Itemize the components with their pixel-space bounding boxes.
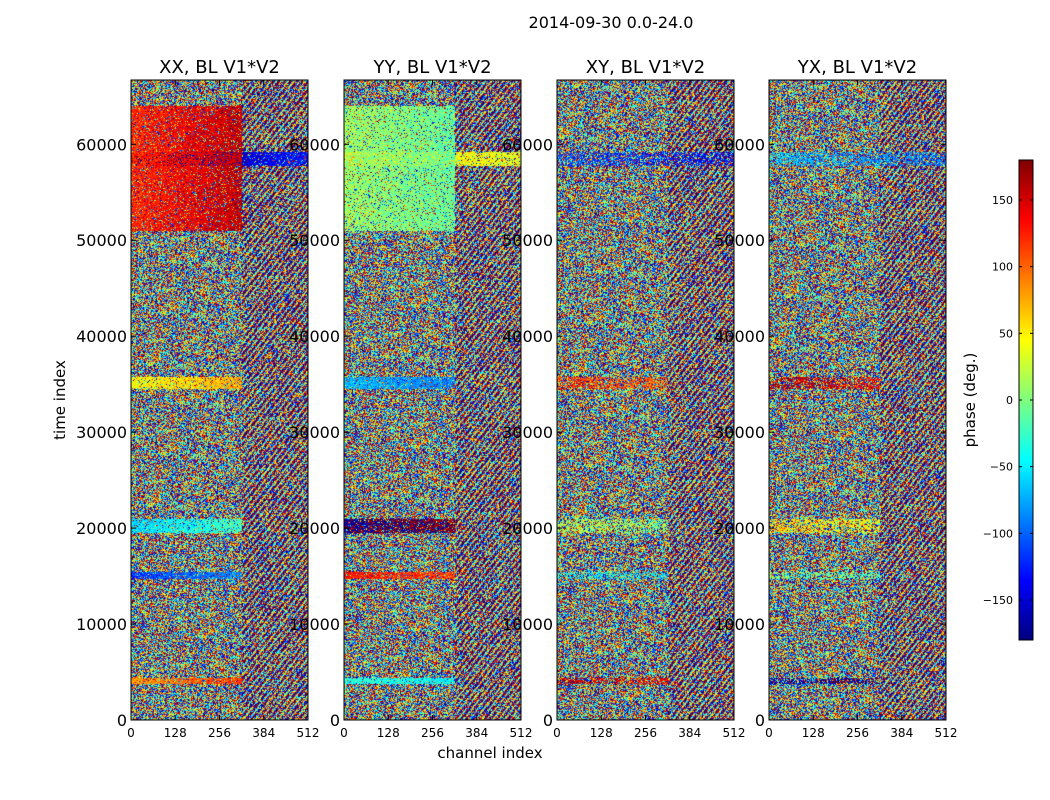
x-tick-label: 128: [802, 726, 825, 740]
y-tick-label: 0: [755, 711, 765, 730]
panel-yx-title: YX, BL V1*V2: [797, 57, 917, 78]
x-tick-label: 512: [510, 726, 533, 740]
y-tick-label: 30000: [76, 423, 127, 442]
colorbar-tick-label: −150: [983, 594, 1013, 607]
y-tick-label: 60000: [76, 135, 127, 154]
x-tick-label: 256: [421, 726, 444, 740]
colorbar-tick-label: 0: [1006, 394, 1013, 407]
x-tick-label: 256: [846, 726, 869, 740]
panel-xx-title: XX, BL V1*V2: [159, 57, 280, 78]
x-tick-label: 128: [590, 726, 613, 740]
y-tick-label: 40000: [289, 327, 340, 346]
panel-yy-title: YY, BL V1*V2: [372, 57, 491, 78]
x-tick-label: 512: [723, 726, 746, 740]
panel-yy: YY, BL V1*V2 0 128 256 384 512 0 10000 20000 3000…: [289, 57, 532, 740]
y-tick-label: 60000: [502, 135, 553, 154]
panel-xy: XY, BL V1*V2 0 128 256 384 512 0 10000 20000 3000…: [502, 57, 745, 740]
x-tick-label: 256: [634, 726, 657, 740]
colorbar-tick-label: 50: [999, 327, 1013, 340]
y-tick-label: 20000: [714, 519, 765, 538]
x-tick-label: 0: [553, 726, 561, 740]
x-tick-label: 384: [678, 726, 701, 740]
y-tick-label: 50000: [502, 231, 553, 250]
x-tick-label: 128: [164, 726, 187, 740]
panel-xy-heatmap: [557, 80, 734, 720]
colorbar-tick-label: −50: [990, 461, 1013, 474]
y-tick-label: 10000: [502, 615, 553, 634]
x-tick-label: 256: [208, 726, 231, 740]
y-tick-label: 0: [117, 711, 127, 730]
y-tick-label: 20000: [76, 519, 127, 538]
y-tick-label: 10000: [714, 615, 765, 634]
panel-xx: XX, BL V1*V2 0 128 256 384 512 0 10000 20000 3000…: [76, 57, 319, 740]
x-tick-label: 384: [252, 726, 275, 740]
x-tick-label: 384: [890, 726, 913, 740]
colorbar: 150 100 50 0 −50 −100 −150 phase (deg.): [961, 159, 1034, 641]
y-tick-label: 30000: [714, 423, 765, 442]
panel-xx-heatmap: [131, 80, 308, 720]
x-tick-label: 128: [377, 726, 400, 740]
y-tick-label: 60000: [289, 135, 340, 154]
x-tick-label: 0: [127, 726, 135, 740]
y-tick-label: 10000: [289, 615, 340, 634]
panel-group: XX, BL V1*V2 0 128 256 384 512 0 10000 20000 3000…: [76, 57, 957, 740]
x-tick-label: 384: [465, 726, 488, 740]
y-tick-label: 50000: [289, 231, 340, 250]
panel-yx-heatmap: [769, 80, 946, 720]
x-axis-label: channel index: [437, 744, 542, 762]
y-tick-label: 0: [330, 711, 340, 730]
y-tick-label: 10000: [76, 615, 127, 634]
colorbar-ticks: 150 100 50 0 −50 −100 −150: [983, 194, 1033, 607]
y-tick-label: 30000: [502, 423, 553, 442]
panel-xy-title: XY, BL V1*V2: [586, 57, 705, 78]
colorbar-tick-label: 150: [992, 194, 1013, 207]
y-tick-label: 40000: [714, 327, 765, 346]
x-tick-label: 512: [297, 726, 320, 740]
figure-suptitle: 2014-09-30 0.0-24.0: [529, 13, 694, 32]
x-tick-label: 0: [340, 726, 348, 740]
y-tick-label: 0: [543, 711, 553, 730]
y-tick-label: 20000: [289, 519, 340, 538]
y-tick-label: 30000: [289, 423, 340, 442]
x-tick-label: 0: [765, 726, 773, 740]
panel-yy-heatmap: [344, 80, 521, 720]
colorbar-tick-label: −100: [983, 527, 1013, 540]
y-tick-label: 60000: [714, 135, 765, 154]
y-tick-label: 50000: [76, 231, 127, 250]
x-tick-label: 512: [935, 726, 958, 740]
y-tick-label: 20000: [502, 519, 553, 538]
y-tick-label: 40000: [76, 327, 127, 346]
colorbar-tick-label: 100: [992, 261, 1013, 274]
y-tick-label: 40000: [502, 327, 553, 346]
panel-yx: YX, BL V1*V2 0 128 256 384 512 0 10000 20000 3000…: [714, 57, 957, 740]
y-tick-label: 50000: [714, 231, 765, 250]
y-axis-label: time index: [51, 360, 69, 440]
colorbar-label: phase (deg.): [961, 353, 979, 448]
